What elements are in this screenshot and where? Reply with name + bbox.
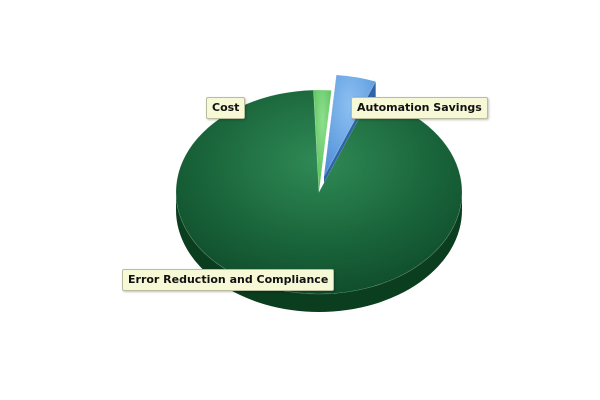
slice-label-error-reduction-and-compliance: Error Reduction and Compliance — [122, 269, 335, 291]
slice-label-automation-savings: Automation Savings — [351, 97, 488, 119]
slice-error-reduction-and-compliance — [175, 89, 463, 295]
slice-cost — [313, 89, 332, 193]
slice-label-cost: Cost — [206, 97, 246, 119]
